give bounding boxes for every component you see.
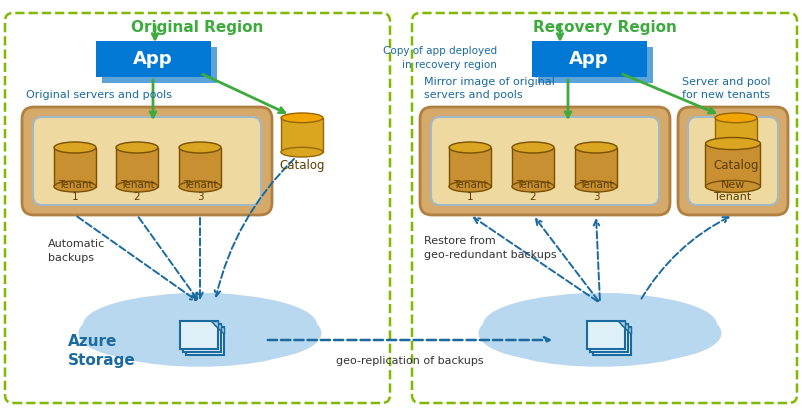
Text: Restore from
geo-redundant backups: Restore from geo-redundant backups [423,236,556,260]
Text: geo-replication of backups: geo-replication of backups [336,356,484,366]
Bar [183,324,221,352]
Ellipse shape [54,181,96,192]
Bar [574,147,616,187]
Ellipse shape [705,138,759,150]
Bar [186,327,224,355]
Polygon shape [214,324,221,331]
Text: Original servers and pools: Original servers and pools [26,90,172,100]
FancyBboxPatch shape [687,117,777,205]
Ellipse shape [512,181,553,192]
Text: Recovery Region: Recovery Region [533,20,676,35]
Bar [54,147,96,187]
Bar [102,47,217,83]
Ellipse shape [281,147,322,157]
Ellipse shape [115,142,158,153]
FancyBboxPatch shape [431,117,658,205]
FancyBboxPatch shape [419,107,669,215]
Polygon shape [618,321,624,328]
Ellipse shape [448,181,490,192]
Ellipse shape [155,293,272,335]
Ellipse shape [115,181,158,192]
Ellipse shape [179,142,221,153]
Text: Tenant
2: Tenant 2 [515,180,549,202]
Ellipse shape [568,306,721,361]
Ellipse shape [79,306,231,361]
Bar [589,324,627,352]
Ellipse shape [714,147,756,157]
Bar [180,321,217,349]
FancyBboxPatch shape [22,107,272,215]
Bar [179,147,221,187]
Ellipse shape [281,113,322,123]
Text: New
Tenant: New Tenant [714,180,751,202]
Text: Tenant
1: Tenant 1 [58,180,92,202]
Ellipse shape [528,293,644,335]
Text: Tenant
3: Tenant 3 [183,180,217,202]
Text: Azure
Storage: Azure Storage [68,334,136,368]
Bar [96,41,211,77]
Ellipse shape [554,293,671,335]
Bar [281,118,322,152]
Ellipse shape [83,293,317,356]
Ellipse shape [574,142,616,153]
Bar [714,118,756,152]
Ellipse shape [128,293,245,335]
Bar [448,147,490,187]
FancyBboxPatch shape [33,117,261,205]
Polygon shape [211,321,217,328]
Ellipse shape [500,320,698,367]
Bar [115,147,158,187]
Polygon shape [217,327,224,334]
Ellipse shape [714,113,756,123]
FancyBboxPatch shape [677,107,787,215]
Ellipse shape [168,306,321,361]
Polygon shape [623,327,630,334]
Ellipse shape [705,180,759,192]
Bar [532,41,646,77]
Text: Tenant
1: Tenant 1 [452,180,487,202]
Text: Tenant
2: Tenant 2 [119,180,154,202]
Bar [537,47,652,83]
Text: App: App [569,50,608,68]
Text: Catalog: Catalog [712,159,758,172]
Text: Server and pool
for new tenants: Server and pool for new tenants [681,77,770,100]
Text: Tenant
3: Tenant 3 [578,180,613,202]
Ellipse shape [54,142,96,153]
Ellipse shape [179,181,221,192]
Text: Original Region: Original Region [131,20,263,35]
Ellipse shape [512,142,553,153]
Ellipse shape [448,142,490,153]
Text: Mirror image of original
servers and pools: Mirror image of original servers and poo… [423,77,554,100]
Text: Copy of app deployed
in recovery region: Copy of app deployed in recovery region [383,46,496,70]
Bar [512,147,553,187]
Ellipse shape [478,306,630,361]
Bar [586,321,624,349]
Bar [705,144,759,186]
Bar [592,327,630,355]
Ellipse shape [101,320,298,367]
Ellipse shape [574,181,616,192]
Text: App: App [133,50,172,68]
Ellipse shape [482,293,716,356]
Polygon shape [620,324,627,331]
Text: Automatic
backups: Automatic backups [48,240,105,263]
Text: Catalog: Catalog [279,159,324,172]
